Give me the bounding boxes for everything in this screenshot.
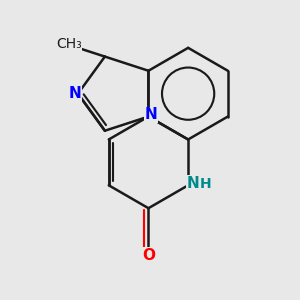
Text: O: O	[142, 248, 155, 263]
Text: N: N	[145, 107, 158, 122]
Text: N: N	[187, 176, 200, 191]
Text: H: H	[199, 177, 211, 191]
Text: N: N	[68, 86, 81, 101]
Text: CH₃: CH₃	[56, 37, 82, 51]
